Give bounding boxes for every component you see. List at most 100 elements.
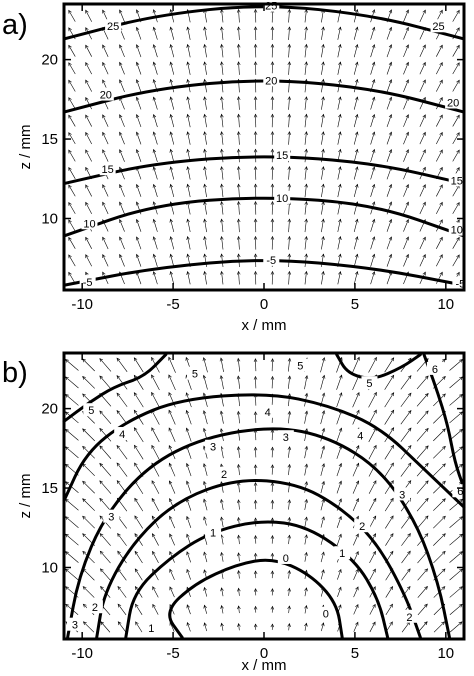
contour-label: 6	[457, 486, 463, 498]
vector-arrowhead	[152, 148, 157, 153]
vector-arrowhead	[236, 148, 241, 153]
vector-arrow	[419, 237, 426, 250]
vector-arrow	[370, 166, 375, 180]
vector-arrowhead	[270, 166, 275, 170]
vector-arrowhead	[169, 236, 173, 241]
x-axis-label: x / mm	[242, 657, 287, 674]
vector-arrowhead	[439, 149, 443, 154]
vector-arrow	[221, 9, 224, 23]
vector-arrowhead	[407, 462, 412, 467]
vector-arrow	[119, 79, 125, 92]
vector-arrowhead	[117, 621, 122, 626]
vector-arrow	[221, 184, 224, 198]
vector-arrowhead	[424, 568, 429, 573]
vector-arrowhead	[65, 551, 69, 555]
vector-arrowhead	[424, 515, 429, 520]
vector-arrowhead	[304, 622, 308, 627]
vector-arrow	[237, 411, 240, 424]
vector-arrowhead	[253, 375, 258, 380]
vector-arrowhead	[405, 184, 409, 189]
vector-arrow	[400, 427, 412, 442]
vector-arrowhead	[339, 392, 343, 397]
vector-arrowhead	[304, 113, 308, 118]
vector-arrowhead	[321, 463, 326, 468]
vector-arrow	[369, 515, 377, 529]
vector-arrowhead	[459, 428, 463, 433]
vector-arrow	[288, 358, 291, 372]
vector-arrow	[353, 586, 359, 598]
vector-arrow	[186, 481, 192, 494]
vector-arrow	[238, 623, 240, 631]
vector-arrowhead	[203, 551, 207, 556]
vector-arrowhead	[304, 131, 308, 136]
vector-arrowhead	[390, 357, 395, 362]
vector-arrowhead	[422, 184, 426, 189]
vector-arrowhead	[102, 236, 106, 241]
vector-arrow	[186, 498, 192, 511]
vector-arrowhead	[338, 270, 342, 275]
vector-arrow	[452, 149, 460, 162]
vector-arrowhead	[85, 79, 89, 84]
vector-arrowhead	[304, 201, 308, 205]
vector-arrowhead	[220, 498, 224, 503]
vector-arrowhead	[338, 462, 343, 467]
vector-arrowhead	[203, 253, 207, 258]
vector-arrowhead	[287, 357, 292, 362]
vector-arrow	[135, 604, 143, 615]
vector-arrow	[352, 498, 359, 511]
vector-arrowhead	[456, 201, 460, 206]
vector-arrow	[153, 44, 158, 58]
vector-arrow	[68, 62, 76, 75]
vector-arrowhead	[102, 271, 106, 276]
vector-arrowhead	[102, 184, 106, 189]
vector-arrowhead	[338, 236, 342, 241]
vector-arrow	[221, 44, 224, 58]
vector-arrowhead	[287, 96, 292, 101]
x-tick-label: 10	[437, 296, 454, 313]
vector-arrowhead	[135, 9, 140, 14]
contour-label: 2	[92, 602, 98, 614]
vector-arrowhead	[119, 236, 123, 241]
vector-arrowhead	[356, 356, 360, 361]
vector-arrow	[85, 79, 92, 92]
contour-line	[62, 353, 168, 423]
vector-arrow	[68, 237, 76, 249]
vector-arrow	[433, 481, 446, 494]
vector-arrowhead	[169, 166, 173, 171]
vector-arrow	[99, 445, 112, 459]
vector-arrow	[170, 9, 175, 23]
vector-arrowhead	[321, 427, 326, 432]
vector-arrow	[403, 167, 409, 180]
vector-arrowhead	[253, 464, 258, 469]
vector-arrowhead	[439, 236, 443, 241]
vector-arrow	[320, 569, 324, 580]
vector-arrowhead	[321, 410, 326, 415]
vector-arrowhead	[321, 131, 325, 136]
vector-arrow	[133, 392, 144, 408]
vector-arrowhead	[405, 44, 409, 49]
vector-arrow	[136, 97, 142, 110]
contour-label: 5	[192, 369, 198, 381]
vector-arrowhead	[373, 444, 377, 449]
vector-arrow	[203, 410, 208, 425]
vector-arrowhead	[270, 61, 275, 66]
vector-arrowhead	[270, 218, 275, 223]
vector-arrowhead	[372, 497, 377, 502]
vector-arrowhead	[220, 516, 224, 521]
vector-arrowhead	[85, 9, 89, 14]
vector-arrow	[288, 623, 290, 631]
vector-arrowhead	[424, 375, 429, 380]
vector-arrowhead	[82, 480, 86, 485]
vector-arrowhead	[68, 97, 72, 102]
vector-arrow	[68, 272, 76, 284]
vector-arrow	[417, 603, 428, 616]
vector-arrowhead	[220, 604, 224, 609]
vector-arrowhead	[439, 166, 443, 171]
vector-arrow	[168, 357, 176, 373]
vector-arrow	[436, 219, 443, 232]
vector-arrow	[401, 551, 411, 564]
vector-arrow	[304, 464, 308, 476]
vector-arrow	[238, 96, 240, 110]
contour-label: 3	[283, 432, 289, 444]
